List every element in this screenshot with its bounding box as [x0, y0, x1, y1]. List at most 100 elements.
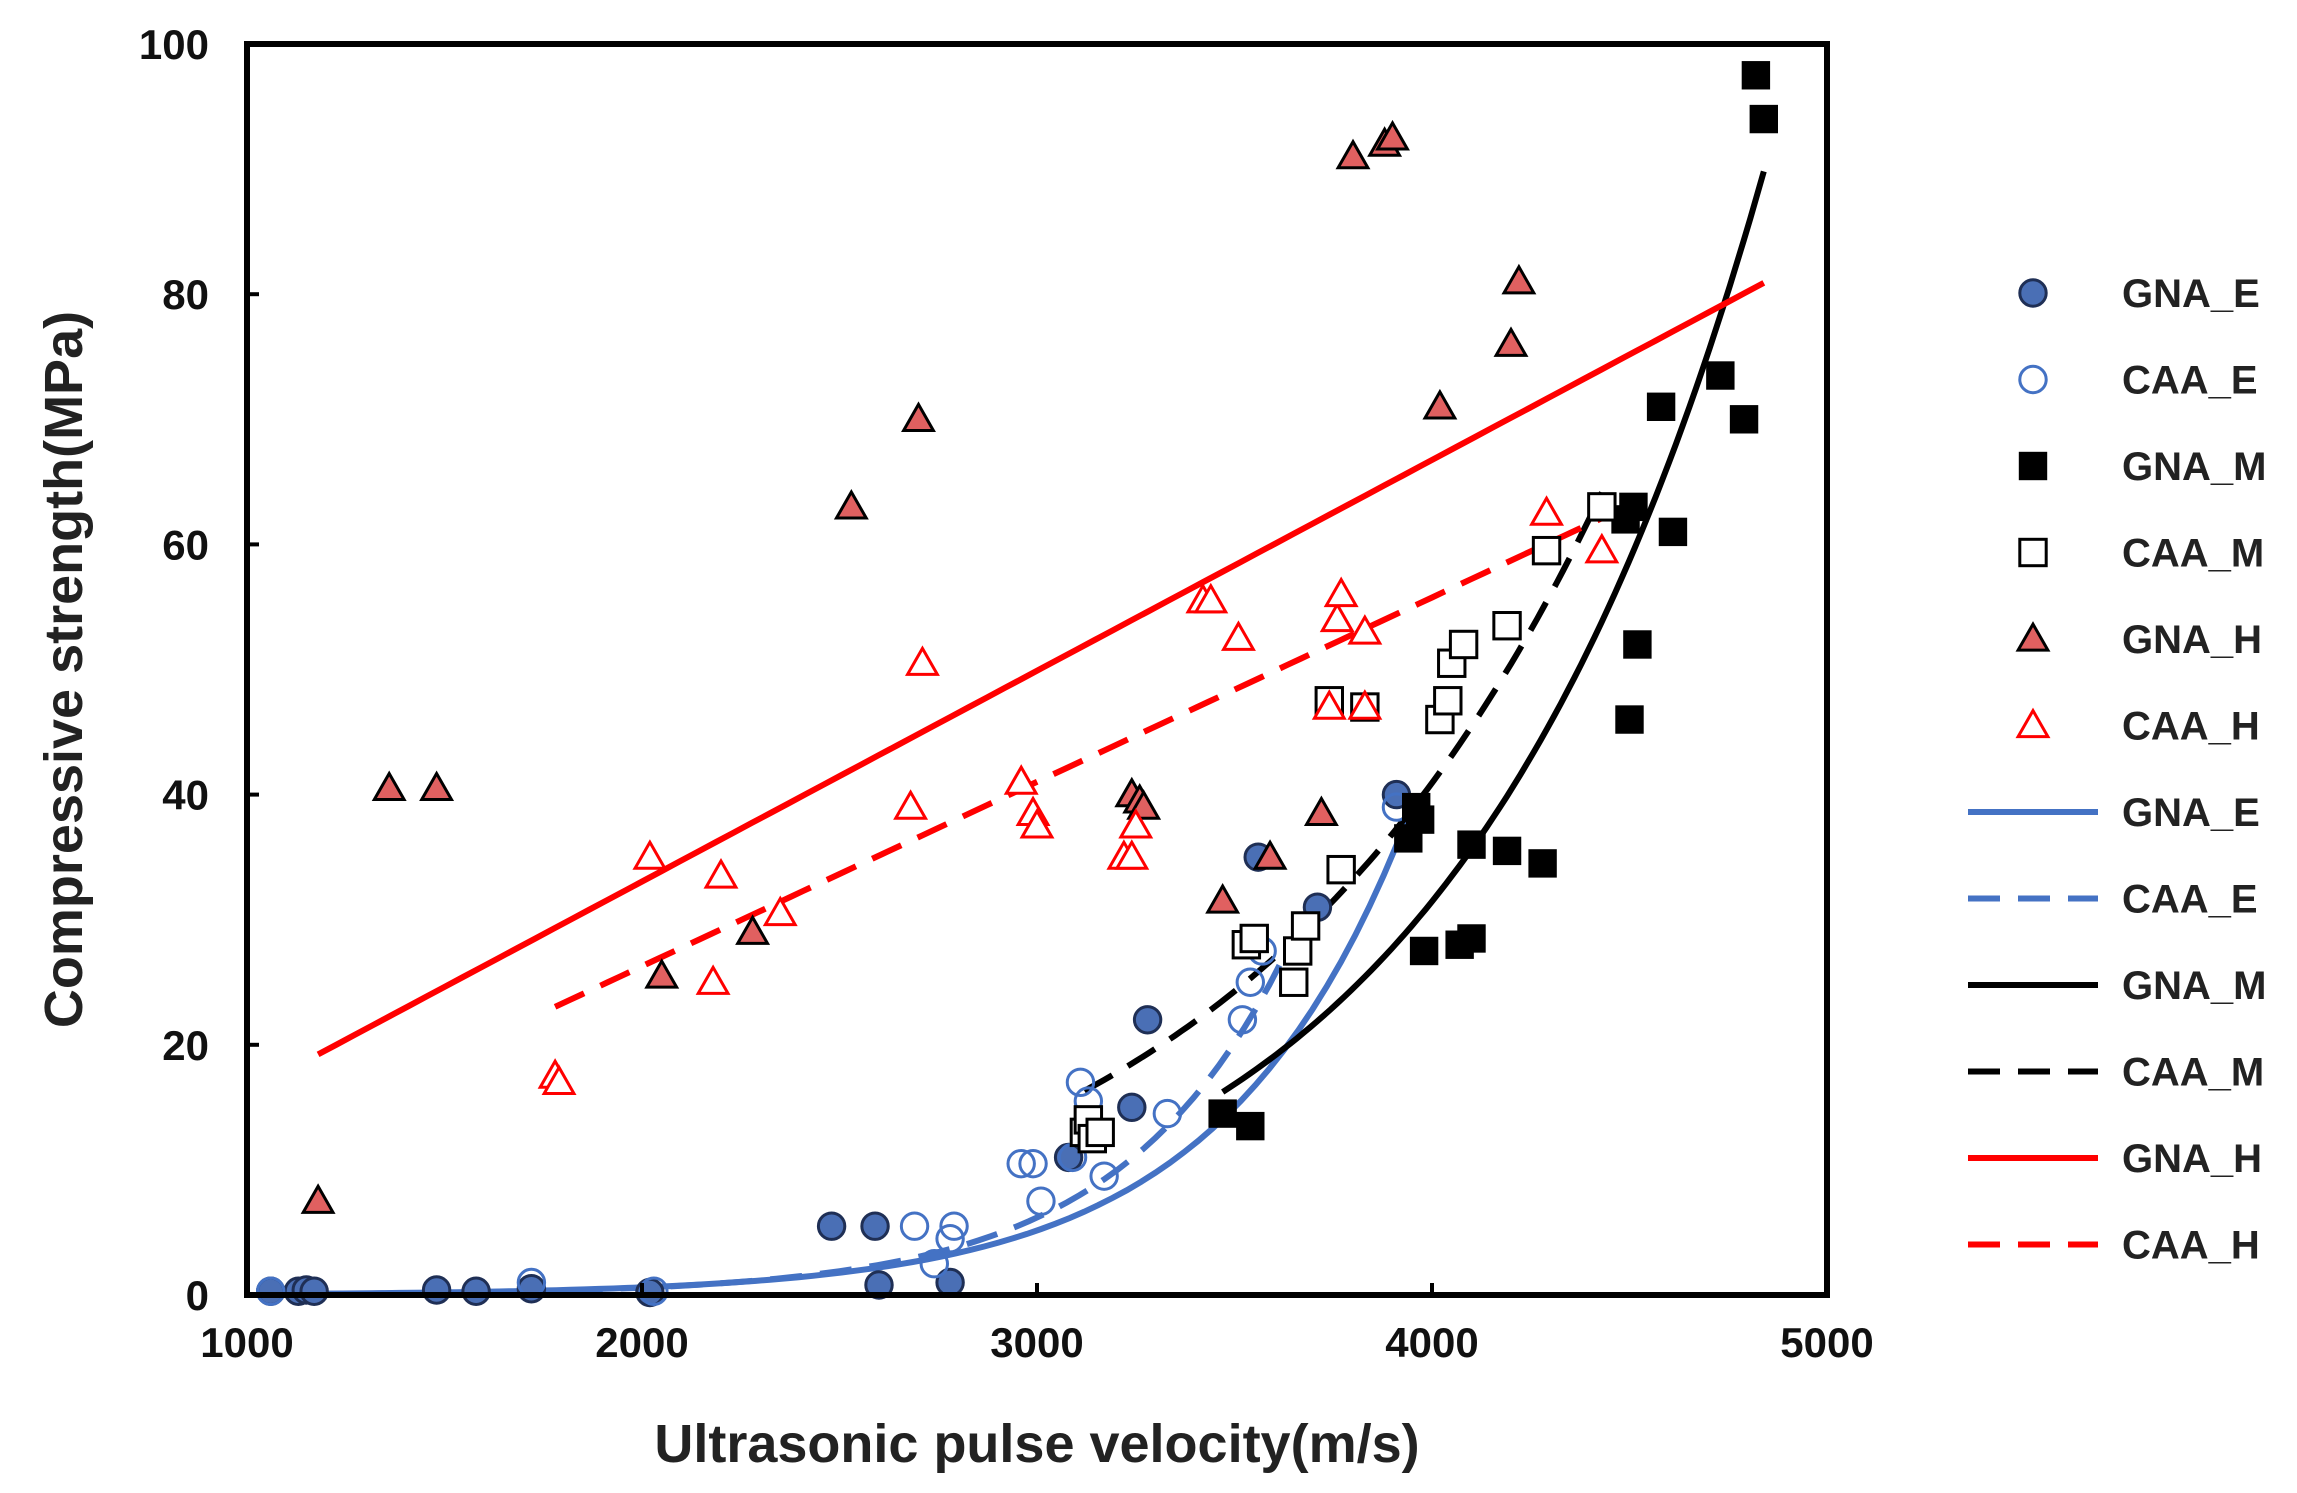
data-point	[735, 914, 771, 945]
y-axis-title: Compressive strength(MPa)	[34, 311, 94, 1028]
x-tick-label: 2000	[595, 1319, 688, 1366]
data-point	[1019, 807, 1055, 839]
data-point	[899, 1211, 930, 1241]
data-point	[1422, 388, 1458, 420]
data-point	[1026, 1186, 1056, 1216]
data-point	[1457, 830, 1486, 859]
series-caa-m	[1069, 492, 1617, 1154]
data-point	[1132, 1005, 1163, 1035]
data-point	[1409, 936, 1439, 966]
legend-label: GNA_H	[2122, 1137, 2262, 1181]
legend-marker-gna-e	[2018, 278, 2048, 308]
legend-marker-gna-m	[2018, 451, 2048, 481]
trendline-caa-e	[270, 959, 1285, 1298]
data-point	[1584, 532, 1620, 564]
legend-label: GNA_E	[2122, 791, 2260, 835]
legend-marker-caa-h	[2015, 707, 2051, 739]
legend-marker-gna-h	[2015, 621, 2051, 652]
legend-label: GNA_E	[2122, 272, 2260, 316]
data-point	[541, 1064, 577, 1095]
data-point	[1749, 104, 1778, 134]
data-point	[1501, 263, 1537, 295]
data-point	[901, 401, 936, 432]
data-point	[1457, 924, 1486, 953]
data-point	[1448, 629, 1479, 660]
data-point	[644, 958, 680, 989]
data-point	[1193, 582, 1229, 614]
series-gna-h	[300, 119, 1537, 1214]
data-point	[1529, 495, 1565, 526]
data-point	[300, 1183, 336, 1214]
data-point	[935, 1224, 965, 1254]
data-point	[1311, 689, 1347, 720]
legend-label: CAA_E	[2122, 878, 2258, 922]
y-tick-label: 60	[162, 521, 209, 568]
data-point	[461, 1276, 491, 1306]
data-point	[695, 964, 731, 995]
data-point	[1252, 839, 1288, 870]
data-point	[864, 1270, 894, 1300]
y-tick-label: 80	[162, 271, 209, 318]
x-tick-label: 5000	[1780, 1319, 1873, 1366]
data-point	[1587, 492, 1617, 522]
axis-ticks: 1000 2000 3000 4000 5000 0 20 40 60 80 100	[139, 21, 1874, 1366]
trendline-gna-h	[316, 280, 1766, 1058]
trendline-caa-h	[553, 515, 1604, 1010]
data-point	[1615, 705, 1644, 734]
data-point	[935, 1267, 965, 1298]
data-point	[1623, 630, 1652, 659]
data-point	[1018, 1148, 1048, 1179]
legend-label: GNA_M	[2122, 964, 2266, 1008]
data-point	[1208, 1099, 1237, 1128]
data-point	[1729, 405, 1759, 434]
data-point	[421, 1275, 452, 1305]
y-tick-label: 0	[186, 1272, 209, 1319]
data-point	[1347, 689, 1383, 720]
x-tick-label: 1000	[200, 1319, 293, 1366]
series-caa-h	[537, 495, 1620, 1095]
data-point	[1319, 601, 1355, 633]
data-point	[1335, 138, 1371, 170]
data-point	[1117, 1092, 1147, 1123]
data-point	[919, 1249, 949, 1279]
data-point	[1114, 839, 1150, 870]
data-point	[1405, 805, 1435, 834]
legend-label: CAA_M	[2122, 1051, 2264, 1095]
data-point-layer	[256, 61, 1778, 1308]
data-point	[1528, 849, 1557, 878]
x-axis-title: Ultrasonic pulse velocity(m/s)	[654, 1414, 1419, 1474]
data-point	[1706, 361, 1735, 390]
data-point	[939, 1211, 969, 1241]
data-point	[1326, 854, 1356, 885]
data-point	[419, 770, 455, 802]
data-point	[632, 839, 668, 870]
data-point	[1085, 1117, 1115, 1148]
data-point	[256, 1276, 286, 1306]
data-point	[1227, 1005, 1258, 1035]
data-point	[1619, 492, 1648, 522]
data-point	[1152, 1098, 1183, 1129]
trendline-layer	[270, 170, 1767, 1298]
data-point	[1065, 1067, 1096, 1098]
data-point	[703, 858, 739, 889]
data-point	[816, 1211, 847, 1241]
data-point	[762, 895, 798, 927]
x-tick-label: 3000	[990, 1319, 1083, 1366]
x-tick-label: 4000	[1385, 1319, 1478, 1366]
legend-label: CAA_M	[2122, 532, 2264, 576]
data-point	[1323, 576, 1359, 608]
data-point	[1205, 883, 1241, 914]
trendline-gna-m	[1221, 170, 1767, 1095]
data-point	[299, 1276, 329, 1306]
data-point	[1303, 795, 1339, 827]
data-point	[1290, 911, 1321, 941]
data-point	[1741, 61, 1771, 90]
data-point	[904, 645, 940, 676]
y-tick-label: 40	[162, 772, 209, 819]
data-point	[1220, 620, 1256, 651]
data-point	[1646, 392, 1676, 421]
series-gna-m	[1208, 61, 1778, 1141]
y-tick-label: 20	[162, 1022, 209, 1069]
data-point	[1433, 686, 1463, 716]
